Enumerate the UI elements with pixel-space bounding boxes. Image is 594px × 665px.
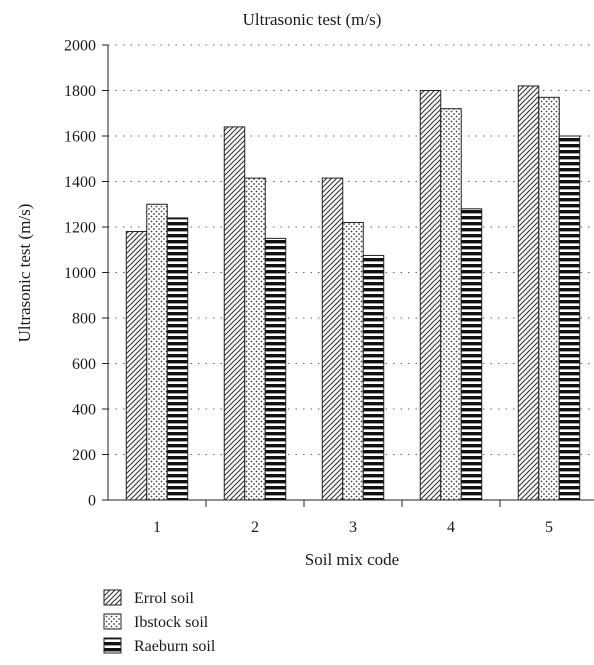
x-tick-label: 4 xyxy=(447,519,455,536)
bar-ibstock-soil xyxy=(146,203,168,501)
bar-errol-soil xyxy=(419,90,442,501)
x-tick-label: 2 xyxy=(251,519,259,536)
bar-ibstock-soil xyxy=(342,221,364,501)
chart-title: Ultrasonic test (m/s) xyxy=(243,10,382,29)
bar-ibstock-soil xyxy=(538,96,560,501)
legend-label: Ibstock soil xyxy=(134,614,209,631)
bar-raeburn-soil xyxy=(362,254,385,501)
legend-swatch xyxy=(103,589,122,606)
bar-errol-soil xyxy=(517,85,540,501)
y-tick-label: 800 xyxy=(72,311,96,328)
y-tick-label: 1600 xyxy=(64,129,96,146)
x-axis-label: Soil mix code xyxy=(305,550,399,569)
bar-errol-soil xyxy=(125,231,148,501)
bar-ibstock-soil xyxy=(440,108,462,501)
y-tick-label: 1200 xyxy=(64,220,96,237)
bar-ibstock-soil xyxy=(244,177,266,501)
x-tick-label: 1 xyxy=(153,519,161,536)
bar-raeburn-soil xyxy=(264,237,287,501)
legend-swatch xyxy=(103,613,122,630)
bar-raeburn-soil xyxy=(558,135,581,501)
legend-label: Raeburn soil xyxy=(134,638,216,655)
y-tick-label: 1400 xyxy=(64,174,96,191)
y-tick-label: 2000 xyxy=(64,38,96,55)
y-tick-label: 200 xyxy=(72,447,96,464)
bar-raeburn-soil xyxy=(460,208,483,501)
y-tick-label: 400 xyxy=(72,402,96,419)
x-tick-label: 3 xyxy=(349,519,357,536)
legend: Errol soil Ibstock soil Raeburn soil xyxy=(103,589,216,655)
bars xyxy=(125,85,581,501)
y-tick-label: 1000 xyxy=(64,265,96,282)
bar-errol-soil xyxy=(223,126,246,501)
y-tick-label: 600 xyxy=(72,356,96,373)
legend-swatch xyxy=(103,637,122,654)
bar-raeburn-soil xyxy=(166,217,189,501)
x-ticks: 1 2 3 4 5 xyxy=(153,500,553,536)
y-tick-label: 1800 xyxy=(64,83,96,100)
y-ticks: 0 200 400 600 800 1000 1200 1400 1600 1800 2000 xyxy=(64,38,108,510)
y-axis-label: Ultrasonic test (m/s) xyxy=(15,204,34,343)
bar-errol-soil xyxy=(321,177,344,501)
x-tick-label: 5 xyxy=(545,519,553,536)
legend-label: Errol soil xyxy=(134,590,195,607)
y-tick-label: 0 xyxy=(88,493,96,510)
